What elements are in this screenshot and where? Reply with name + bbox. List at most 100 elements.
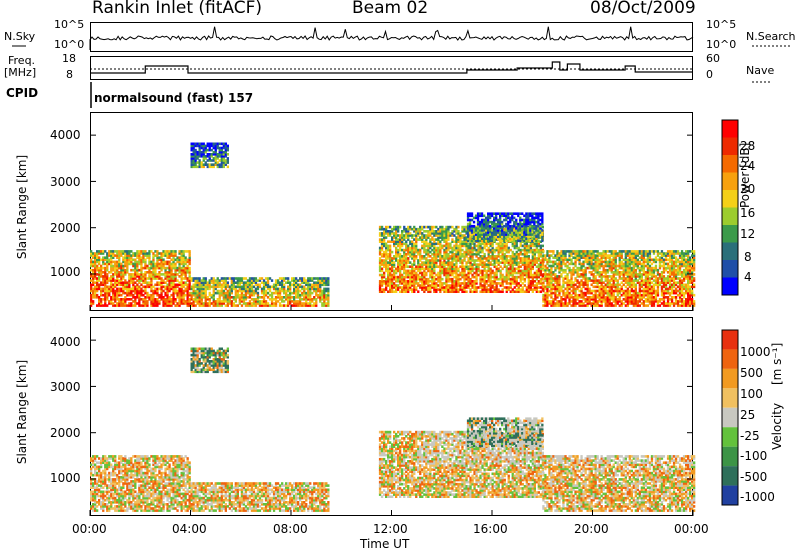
power-echo-cell (256, 300, 260, 303)
power-echo-cell (632, 254, 635, 257)
power-echo-cell (156, 264, 159, 268)
power-echo-cell (295, 283, 298, 287)
power-echo-cell (469, 257, 472, 260)
power-echo-cell (158, 256, 161, 259)
power-echo-cell (542, 296, 545, 299)
power-echo-cell (387, 271, 390, 275)
power-echo-cell (638, 275, 641, 278)
power-echo-cell (441, 269, 444, 273)
power-echo-cell (100, 293, 103, 297)
power-echo-cell (610, 302, 613, 305)
power-echo-cell (120, 279, 123, 282)
power-echo-cell (182, 258, 185, 262)
power-echo-cell (397, 280, 400, 283)
power-echo-cell (122, 277, 125, 280)
power-echo-cell (150, 262, 153, 266)
power-echo-cell (380, 261, 384, 264)
power-echo-cell (618, 250, 621, 253)
power-echo-cell (632, 256, 635, 259)
power-echo-cell (378, 265, 382, 268)
power-echo-cell (208, 302, 211, 305)
power-echo-cell (254, 300, 258, 303)
power-echo-cell (395, 267, 398, 271)
power-echo-cell (248, 300, 252, 303)
power-echo-cell (178, 293, 181, 297)
power-echo-cell (600, 258, 603, 262)
power-echo-cell (497, 282, 500, 285)
power-echo-cell (441, 257, 444, 260)
power-echo-cell (475, 267, 478, 271)
power-echo-cell (130, 268, 133, 272)
power-echo-cell (566, 277, 569, 280)
power-echo-cell (533, 263, 536, 266)
power-echo-cell (507, 277, 510, 281)
power-echo-cell (399, 269, 402, 273)
power-echo-cell (425, 250, 428, 254)
power-echo-cell (483, 275, 486, 279)
power-echo-cell (393, 227, 396, 231)
power-echo-cell (471, 242, 474, 246)
power-echo-cell (156, 260, 159, 264)
power-echo-cell (443, 286, 446, 289)
power-echo-cell (610, 258, 613, 262)
power-echo-cell (578, 304, 581, 307)
power-echo-cell (397, 277, 400, 281)
power-echo-cell (634, 283, 637, 287)
power-echo-cell (592, 302, 595, 305)
power-echo-cell (307, 289, 310, 293)
power-echo-cell (415, 286, 418, 289)
power-echo-cell (380, 282, 384, 285)
power-echo-cell (399, 246, 402, 250)
power-echo-cell (150, 266, 153, 270)
power-echo-cell (433, 265, 436, 268)
power-echo-cell (614, 264, 617, 268)
power-echo-cell (491, 284, 494, 287)
power-echo-cell (118, 264, 121, 268)
power-echo-cell (598, 279, 601, 282)
power-echo-cell (250, 277, 254, 280)
power-echo-cell (620, 260, 623, 264)
power-echo-cell (378, 263, 382, 266)
power-echo-cell (640, 285, 643, 289)
power-echo-cell (184, 293, 187, 297)
power-echo-cell (471, 252, 474, 256)
power-echo-cell (612, 252, 615, 255)
power-echo-cell (106, 279, 109, 282)
power-echo-cell (523, 255, 526, 258)
power-echo-cell (234, 296, 237, 299)
power-echo-cell (281, 296, 284, 299)
power-echo-cell (646, 287, 650, 291)
power-echo-cell (152, 252, 155, 255)
power-echo-cell (606, 277, 609, 280)
power-echo-cell (285, 281, 288, 284)
power-echo-cell (620, 262, 623, 266)
power-echo-cell (180, 287, 183, 291)
power-echo-cell (477, 248, 480, 252)
power-echo-cell (455, 271, 458, 275)
power-echo-cell (321, 293, 324, 297)
power-echo-cell (132, 285, 135, 289)
power-echo-cell (268, 285, 272, 289)
power-echo-cell (443, 288, 446, 291)
power-echo-cell (230, 291, 233, 295)
power-echo-cell (606, 256, 609, 259)
power-echo-cell (92, 277, 95, 280)
power-echo-cell (301, 302, 304, 305)
power-echo-cell (439, 244, 442, 248)
power-echo-cell (544, 275, 547, 278)
power-echo-cell (614, 279, 617, 282)
power-echo-cell (592, 277, 595, 280)
power-echo-cell (628, 281, 631, 284)
power-echo-cell (437, 271, 440, 275)
power-echo-cell (397, 230, 400, 233)
power-echo-cell (451, 273, 454, 277)
power-echo-cell (198, 302, 201, 305)
power-echo-cell (295, 291, 298, 295)
power-echo-cell (218, 293, 221, 297)
power-echo-cell (264, 283, 268, 287)
power-echo-cell (431, 259, 434, 262)
power-echo-cell (228, 291, 231, 295)
power-echo-cell (554, 266, 557, 270)
power-echo-cell (180, 302, 183, 305)
power-echo-cell (311, 279, 314, 282)
